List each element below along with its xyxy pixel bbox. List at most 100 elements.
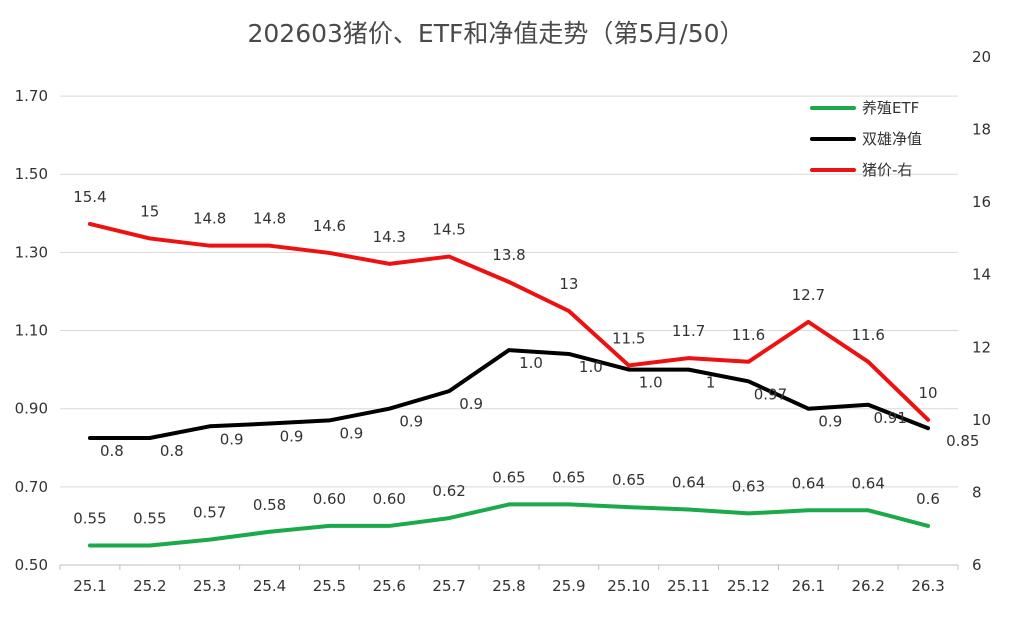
- legend-label: 双雄净值: [862, 130, 922, 148]
- x-tick-label: 25.5: [313, 577, 346, 595]
- left-tick-label: 1.50: [15, 165, 48, 183]
- data-label: 1: [706, 374, 716, 392]
- data-label: 14.5: [432, 221, 465, 239]
- data-label: 11.6: [851, 326, 884, 344]
- grid-lines: [60, 95, 958, 566]
- data-point: [867, 509, 869, 511]
- data-point: [628, 506, 630, 508]
- data-label: 0.55: [73, 509, 106, 527]
- data-label: 0.8: [160, 442, 184, 460]
- data-point: [747, 380, 749, 382]
- data-point: [688, 357, 690, 359]
- x-tick-label: 25.4: [253, 577, 286, 595]
- x-tick-label: 25.10: [607, 577, 650, 595]
- right-tick-label: 18: [972, 121, 991, 139]
- right-tick-label: 14: [972, 266, 991, 284]
- data-point: [388, 408, 390, 410]
- data-label: 1.0: [579, 358, 603, 376]
- left-axis-ticks: 0.50 0.70 0.90 1.10 1.30 1.50 1.70: [15, 87, 48, 574]
- data-point: [89, 544, 91, 546]
- data-label: 0.9: [459, 395, 483, 413]
- right-tick-label: 12: [972, 338, 991, 356]
- data-label: 0.60: [313, 490, 346, 508]
- data-label: 0.64: [672, 474, 705, 492]
- data-label: 0.55: [133, 509, 166, 527]
- data-label: 0.91: [873, 409, 906, 427]
- x-tick-label: 25.11: [667, 577, 710, 595]
- data-labels: 0.55 0.55 0.57 0.58 0.60 0.60 0.62 0.65 0.65 0.65…: [73, 188, 979, 528]
- data-point: [448, 390, 450, 392]
- data-point: [89, 223, 91, 225]
- data-label: 0.9: [280, 428, 304, 446]
- data-label: 15: [140, 202, 159, 220]
- data-label: 11.5: [612, 329, 645, 347]
- data-point: [807, 509, 809, 511]
- data-point: [448, 256, 450, 258]
- series-lines: [87, 221, 931, 548]
- data-label: 0.85: [946, 432, 979, 450]
- legend-label: 养殖ETF: [862, 99, 919, 117]
- data-label: 0.9: [339, 424, 363, 442]
- data-label: 14.8: [253, 210, 286, 228]
- data-point: [807, 321, 809, 323]
- legend-label: 猪价-右: [862, 161, 912, 179]
- data-point: [867, 361, 869, 363]
- data-label: 0.65: [552, 468, 585, 486]
- right-axis-ticks: 6 8 10 12 14 16 18 20: [972, 48, 991, 574]
- x-axis-ticks: 25.1 25.2 25.3 25.4 25.5 25.6 25.7 25.8 25.9 25.1…: [59, 565, 959, 595]
- data-point: [388, 263, 390, 265]
- data-label: 0.60: [373, 490, 406, 508]
- data-point: [927, 427, 929, 429]
- data-label: 0.58: [253, 496, 286, 514]
- left-tick-label: 0.90: [15, 400, 48, 418]
- data-label: 0.65: [492, 468, 525, 486]
- x-tick-label: 26.3: [911, 577, 944, 595]
- x-tick-label: 25.1: [73, 577, 106, 595]
- data-point: [807, 408, 809, 410]
- left-tick-label: 0.70: [15, 478, 48, 496]
- data-point: [628, 364, 630, 366]
- x-tick-label: 25.8: [492, 577, 525, 595]
- data-point: [508, 503, 510, 505]
- x-tick-label: 25.2: [133, 577, 166, 595]
- data-label: 0.64: [792, 474, 825, 492]
- data-point: [269, 423, 271, 425]
- data-point: [927, 419, 929, 421]
- data-label: 14.6: [313, 217, 346, 235]
- data-label: 0.9: [818, 413, 842, 431]
- data-point: [747, 361, 749, 363]
- data-label: 15.4: [73, 188, 106, 206]
- data-point: [508, 349, 510, 351]
- data-label: 0.97: [754, 385, 787, 403]
- chart-title: 202603猪价、ETF和净值走势（第5月/50）: [247, 19, 744, 48]
- x-tick-label: 25.12: [727, 577, 770, 595]
- left-tick-label: 1.10: [15, 322, 48, 340]
- data-label: 0.8: [100, 442, 124, 460]
- data-point: [688, 509, 690, 511]
- data-point: [328, 525, 330, 527]
- data-point: [747, 512, 749, 514]
- data-point: [628, 369, 630, 371]
- data-label: 1.0: [519, 354, 543, 372]
- data-point: [269, 245, 271, 247]
- x-tick-label: 25.9: [552, 577, 585, 595]
- left-tick-label: 1.70: [15, 87, 48, 105]
- x-tick-label: 25.3: [193, 577, 226, 595]
- data-point: [568, 503, 570, 505]
- data-point: [688, 369, 690, 371]
- data-point: [867, 404, 869, 406]
- data-label: 0.9: [399, 413, 423, 431]
- data-label: 11.6: [732, 326, 765, 344]
- data-label: 12.7: [792, 286, 825, 304]
- data-point: [927, 525, 929, 527]
- x-tick-label: 25.7: [432, 577, 465, 595]
- data-point: [568, 310, 570, 312]
- data-point: [149, 544, 151, 546]
- right-tick-label: 8: [972, 483, 982, 501]
- data-point: [328, 419, 330, 421]
- x-tick-label: 26.2: [851, 577, 884, 595]
- data-point: [209, 425, 211, 427]
